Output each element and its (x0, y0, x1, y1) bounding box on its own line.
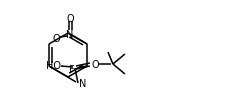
Text: O: O (66, 14, 74, 24)
Text: N: N (66, 30, 74, 40)
Text: O: O (91, 59, 99, 69)
Text: N: N (79, 78, 86, 88)
Text: O: O (52, 34, 60, 44)
Text: HO: HO (46, 60, 61, 70)
Text: F: F (69, 64, 75, 74)
